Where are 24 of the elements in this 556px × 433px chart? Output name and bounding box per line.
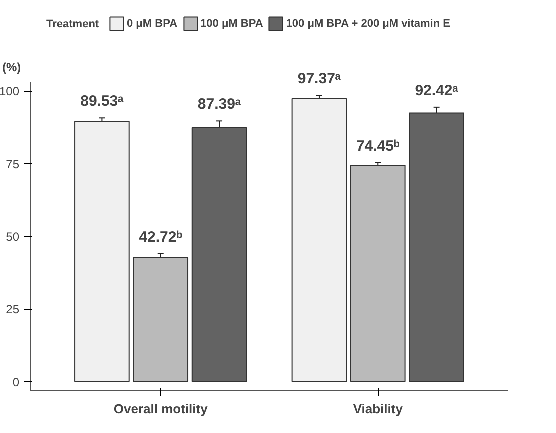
y-tick-label: 0 [12,375,20,390]
data-label: 89.53ᵃ [80,93,124,110]
legend-title: Treatment [46,18,100,30]
bar [192,127,248,382]
bar [350,164,406,382]
y-tick-label: 50 [6,230,20,244]
bar [74,121,130,382]
bar [292,98,348,382]
legend-label: 100 μM BPA [200,18,264,30]
y-axis-title: (%) [2,60,22,74]
bar [133,257,189,382]
data-label: 97.37ᵃ [298,70,342,88]
y-tick-label: 75 [6,157,20,172]
data-label: 92.42ᵃ [415,82,459,100]
bar [409,112,464,382]
y-tick-label: 25 [6,302,20,317]
data-label: 74.45ᵇ [356,138,400,155]
data-label: 42.72ᵇ [139,228,183,246]
legend-label: 100 μM BPA + 200 μM vitamin E [286,18,450,30]
data-label: 87.39ᵃ [198,96,242,114]
y-tick-label: 100 [0,84,20,99]
legend-label: 0 μM BPA [127,18,178,30]
x-tick-label: Overall motility [114,402,209,416]
x-tick-label: Viability [353,402,404,416]
